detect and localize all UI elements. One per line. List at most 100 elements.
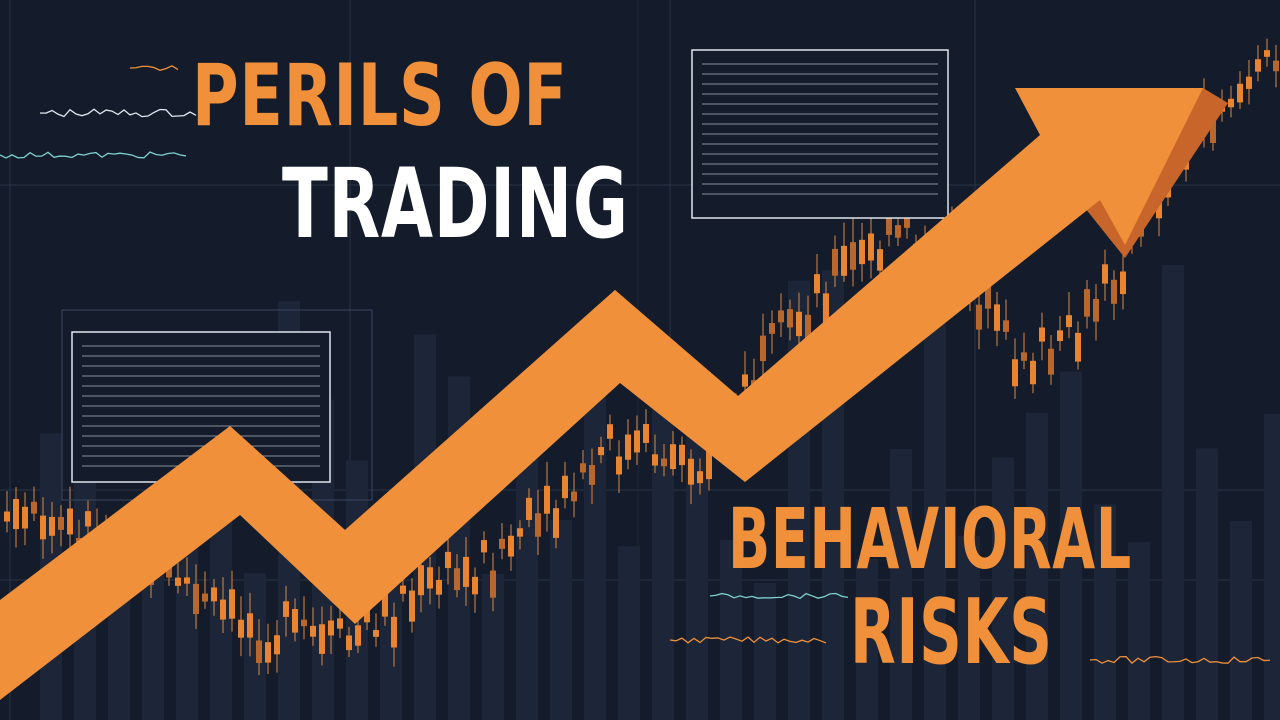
- candle-body: [481, 540, 487, 553]
- candle-body: [373, 630, 379, 637]
- candle-body: [238, 619, 244, 638]
- candle-body: [256, 640, 262, 664]
- subtitle-line-2: RISKS: [850, 580, 1053, 685]
- candle-body: [355, 625, 361, 646]
- indicator-line: [129, 65, 179, 71]
- volume-bar: [1128, 542, 1150, 720]
- candle-body: [31, 501, 37, 514]
- volume-bar: [550, 520, 572, 720]
- title-line-1: PERILS OF: [192, 46, 568, 146]
- candle-body: [1237, 83, 1243, 103]
- candle-body: [427, 567, 433, 589]
- candle-body: [337, 618, 343, 629]
- candle-body: [418, 565, 424, 596]
- indicator-line: [1089, 655, 1271, 664]
- candle-body: [49, 516, 55, 536]
- candle-body: [580, 463, 586, 473]
- candle-body: [589, 465, 595, 485]
- candle-body: [1003, 320, 1009, 332]
- candle-body: [526, 497, 532, 520]
- candle-body: [490, 570, 496, 598]
- candle-body: [184, 577, 190, 584]
- candle-body: [769, 323, 775, 334]
- candle-body: [283, 601, 289, 617]
- candle-body: [391, 616, 397, 648]
- candle-body: [1039, 327, 1045, 342]
- candle-body: [598, 447, 604, 456]
- candle-body: [1075, 332, 1081, 362]
- candle-body: [274, 635, 280, 655]
- candle-body: [463, 556, 469, 587]
- candle-body: [634, 430, 640, 453]
- volume-bar: [1026, 412, 1048, 720]
- volume-bar: [1060, 371, 1082, 720]
- volume-bar: [686, 434, 708, 720]
- indicator-line: [669, 636, 827, 644]
- candle-body: [328, 620, 334, 636]
- trend-arrow-body: [0, 88, 1203, 700]
- candle-body: [1057, 330, 1063, 342]
- volume-bar: [1264, 414, 1280, 720]
- candle-body: [841, 245, 847, 276]
- candle-body: [472, 576, 478, 595]
- candle-body: [229, 589, 235, 619]
- candle-body: [679, 444, 685, 466]
- candle-body: [265, 642, 271, 663]
- volume-bar: [1230, 520, 1252, 720]
- candle-body: [1021, 352, 1027, 361]
- candle-body: [310, 625, 316, 637]
- candle-body: [904, 214, 910, 228]
- candle-body: [661, 458, 667, 467]
- candle-body: [868, 233, 874, 261]
- candle-body: [778, 310, 784, 323]
- candle-body: [832, 248, 838, 276]
- candle-body: [13, 498, 19, 530]
- candle-body: [346, 635, 352, 651]
- candle-body: [247, 613, 253, 638]
- candle-body: [823, 293, 829, 323]
- candle-body: [1273, 60, 1279, 72]
- candle-body: [1255, 59, 1261, 72]
- candle-body: [796, 311, 802, 337]
- candle-body: [850, 242, 856, 270]
- candle-body: [742, 374, 748, 387]
- candle-body: [445, 551, 451, 569]
- candle-body: [544, 485, 550, 514]
- indicator-line: [0, 151, 187, 159]
- candle-body: [697, 471, 703, 484]
- candle-body: [859, 239, 865, 265]
- candle-body: [1012, 359, 1018, 387]
- volume-bar: [924, 275, 946, 720]
- candle-body: [1120, 271, 1126, 295]
- indicator-line: [39, 108, 197, 118]
- candle-body: [1102, 264, 1108, 284]
- volume-bar: [992, 457, 1014, 720]
- volume-bar: [516, 430, 538, 720]
- candle-body: [382, 591, 388, 617]
- candle-body: [58, 516, 64, 530]
- candle-body: [1066, 315, 1072, 328]
- candle-body: [814, 274, 820, 294]
- title-line-2: TRADING: [282, 148, 629, 260]
- volume-bar: [720, 540, 742, 720]
- candle-body: [1093, 298, 1099, 322]
- subtitle-line-1: BEHAVIORAL: [728, 490, 1132, 588]
- candle-body: [688, 458, 694, 485]
- candle-body: [571, 491, 577, 502]
- candle-body: [616, 456, 622, 475]
- candle-body: [994, 304, 1000, 331]
- candle-body: [4, 511, 10, 522]
- candle-body: [364, 606, 370, 623]
- candle-body: [1111, 279, 1117, 304]
- volume-bar: [958, 535, 980, 720]
- candle-body: [535, 513, 541, 537]
- candle-body: [760, 335, 766, 362]
- candle-body: [1084, 289, 1090, 317]
- candle-body: [301, 619, 307, 627]
- candle-body: [400, 585, 406, 594]
- volume-bar: [618, 546, 640, 720]
- candle-body: [175, 577, 181, 586]
- candle-body: [553, 508, 559, 538]
- candle-body: [292, 608, 298, 633]
